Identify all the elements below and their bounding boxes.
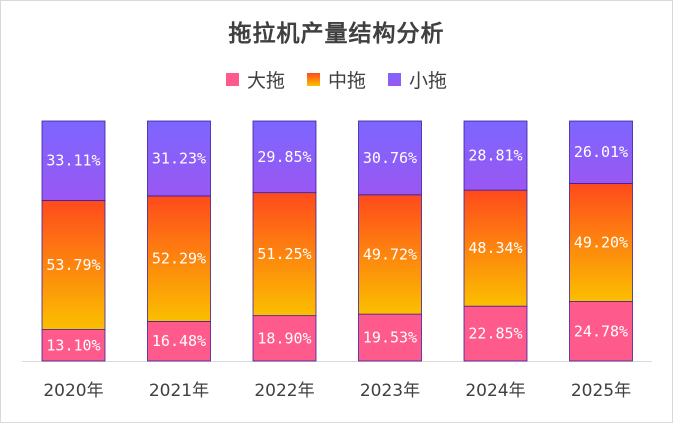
bar-segment-large-2 (252, 315, 317, 362)
bar-segment-medium-5 (569, 183, 633, 302)
bar-segment-small-3 (358, 120, 422, 196)
bar-segment-large-4 (463, 305, 528, 362)
data-label-small-2: 29.85% (257, 148, 311, 166)
x-tick-label-0: 2020年 (43, 381, 103, 401)
bar-segment-small-1 (147, 120, 211, 197)
data-label-small-1: 31.23% (152, 149, 206, 167)
x-tick-label-4: 2024年 (465, 381, 525, 401)
data-label-large-5: 24.78% (574, 322, 628, 340)
bar-segment-small-2 (252, 120, 317, 194)
legend-swatch-small (388, 73, 401, 86)
bar-segment-large-5 (569, 301, 633, 362)
bar-segment-medium-1 (147, 195, 211, 322)
data-label-medium-2: 51.25% (257, 245, 311, 263)
bar-segment-small-0 (41, 120, 106, 201)
data-label-large-1: 16.48% (152, 332, 206, 350)
data-label-large-4: 22.85% (468, 325, 522, 343)
legend-swatch-medium (306, 73, 320, 86)
data-label-medium-0: 53.79% (46, 256, 100, 274)
bar-segment-small-4 (463, 120, 528, 191)
x-tick-label-5: 2025年 (571, 381, 631, 401)
legend: 大拖 中拖 小拖 (0, 66, 673, 93)
data-label-medium-5: 49.20% (574, 233, 628, 251)
legend-swatch-large (225, 73, 239, 86)
bar-segment-medium-0 (41, 200, 106, 330)
data-label-small-4: 28.81% (468, 147, 522, 165)
data-label-large-2: 18.90% (257, 329, 311, 347)
x-tick-label-2: 2022年 (254, 381, 314, 401)
legend-label-large: 大拖 (246, 70, 285, 92)
data-label-medium-1: 52.29% (152, 250, 206, 268)
legend-label-small: 小拖 (409, 70, 448, 92)
chart-title: 拖拉机产量结构分析 (228, 21, 445, 47)
data-label-medium-4: 48.34% (468, 239, 522, 257)
legend-item-large: 大拖 (225, 66, 285, 93)
data-label-medium-3: 49.72% (363, 245, 417, 263)
legend-item-medium: 中拖 (306, 66, 366, 93)
bar-segment-large-1 (147, 321, 211, 362)
legend-label-medium: 中拖 (327, 70, 366, 92)
bar-segment-medium-4 (463, 189, 528, 307)
data-label-small-3: 30.76% (363, 149, 417, 167)
bar-segment-large-3 (358, 313, 422, 362)
x-tick-label-1: 2021年 (149, 381, 209, 401)
bar-segment-large-0 (41, 329, 106, 362)
bar-segment-small-5 (569, 120, 633, 184)
x-tick-label-3: 2023年 (360, 381, 420, 401)
bar-segment-medium-3 (358, 194, 422, 315)
data-label-small-5: 26.01% (574, 143, 628, 161)
data-label-large-3: 19.53% (363, 329, 417, 347)
bar-segment-medium-2 (252, 192, 317, 317)
data-label-large-0: 13.10% (46, 336, 100, 354)
legend-item-small: 小拖 (388, 66, 447, 93)
data-label-small-0: 33.11% (46, 152, 100, 170)
